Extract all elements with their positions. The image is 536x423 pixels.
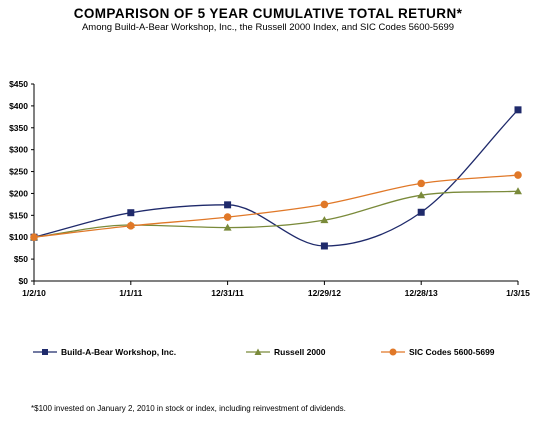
data-point-sic-codes-5600-5699	[320, 200, 329, 209]
legend-swatch	[246, 348, 270, 355]
data-point-sic-codes-5600-5699	[127, 222, 135, 230]
data-point-russell-2000	[514, 187, 522, 195]
x-tick-label: 1/2/10	[22, 288, 46, 298]
y-tick-label: $0	[19, 276, 29, 286]
legend-item: SIC Codes 5600-5699	[380, 347, 495, 357]
legend-item: Build-A-Bear Workshop, Inc.	[32, 347, 176, 357]
data-point-russell-2000	[417, 191, 426, 199]
y-tick-label: $100	[9, 232, 28, 242]
data-point-sic-codes-5600-5699	[514, 171, 522, 179]
y-tick-label: $300	[9, 145, 28, 155]
data-point-russell-2000	[320, 216, 329, 224]
data-point-build-a-bear-workshop-inc	[514, 106, 522, 114]
data-point-sic-codes-5600-5699	[223, 213, 232, 221]
y-tick-label: $200	[9, 188, 28, 198]
data-point-build-a-bear-workshop-inc	[320, 242, 328, 250]
chart-footnote: *$100 invested on January 2, 2010 in sto…	[31, 404, 346, 413]
data-point-sic-codes-5600-5699	[30, 233, 38, 242]
legend-label: Russell 2000	[274, 347, 326, 357]
legend-swatch	[33, 349, 57, 355]
series-line-sic-codes-5600-5699	[33, 174, 519, 238]
x-tick-label: 12/29/12	[308, 288, 341, 298]
data-point-build-a-bear-workshop-inc	[127, 209, 135, 217]
x-tick-label: 12/28/13	[405, 288, 438, 298]
y-tick-label: $350	[9, 123, 28, 133]
data-point-sic-codes-5600-5699	[417, 179, 426, 188]
x-tick-label: 1/3/15	[506, 288, 530, 298]
y-tick-label: $150	[9, 210, 28, 220]
x-tick-label: 12/31/11	[211, 288, 244, 298]
series-line-build-a-bear-workshop-inc	[33, 109, 519, 247]
y-tick-label: $50	[14, 254, 28, 264]
y-tick-label: $250	[9, 167, 28, 177]
legend-label: SIC Codes 5600-5699	[409, 347, 495, 357]
series-line-russell-2000	[33, 190, 519, 238]
legend-label: Build-A-Bear Workshop, Inc.	[61, 347, 177, 357]
line-chart: $0 $50 $100 $150 $200 $250 $300 $350 $400 $450 1/2…	[9, 79, 530, 298]
chart-legend: Build-A-Bear Workshop, Inc. Russell 2000 S…	[0, 347, 536, 361]
chart-subtitle: Among Build-A-Bear Workshop, Inc., the R…	[81, 22, 455, 33]
chart-title: COMPARISON OF 5 YEAR CUMULATIVE TOTAL RE…	[73, 6, 463, 21]
y-tick-label: $450	[9, 79, 28, 89]
data-point-build-a-bear-workshop-inc	[417, 208, 425, 216]
y-tick-label: $400	[9, 101, 28, 111]
legend-swatch	[381, 348, 405, 356]
x-tick-label: 1/1/11	[119, 288, 142, 298]
data-point-russell-2000	[223, 223, 232, 231]
legend-item: Russell 2000	[245, 347, 326, 357]
data-point-build-a-bear-workshop-inc	[224, 201, 232, 209]
